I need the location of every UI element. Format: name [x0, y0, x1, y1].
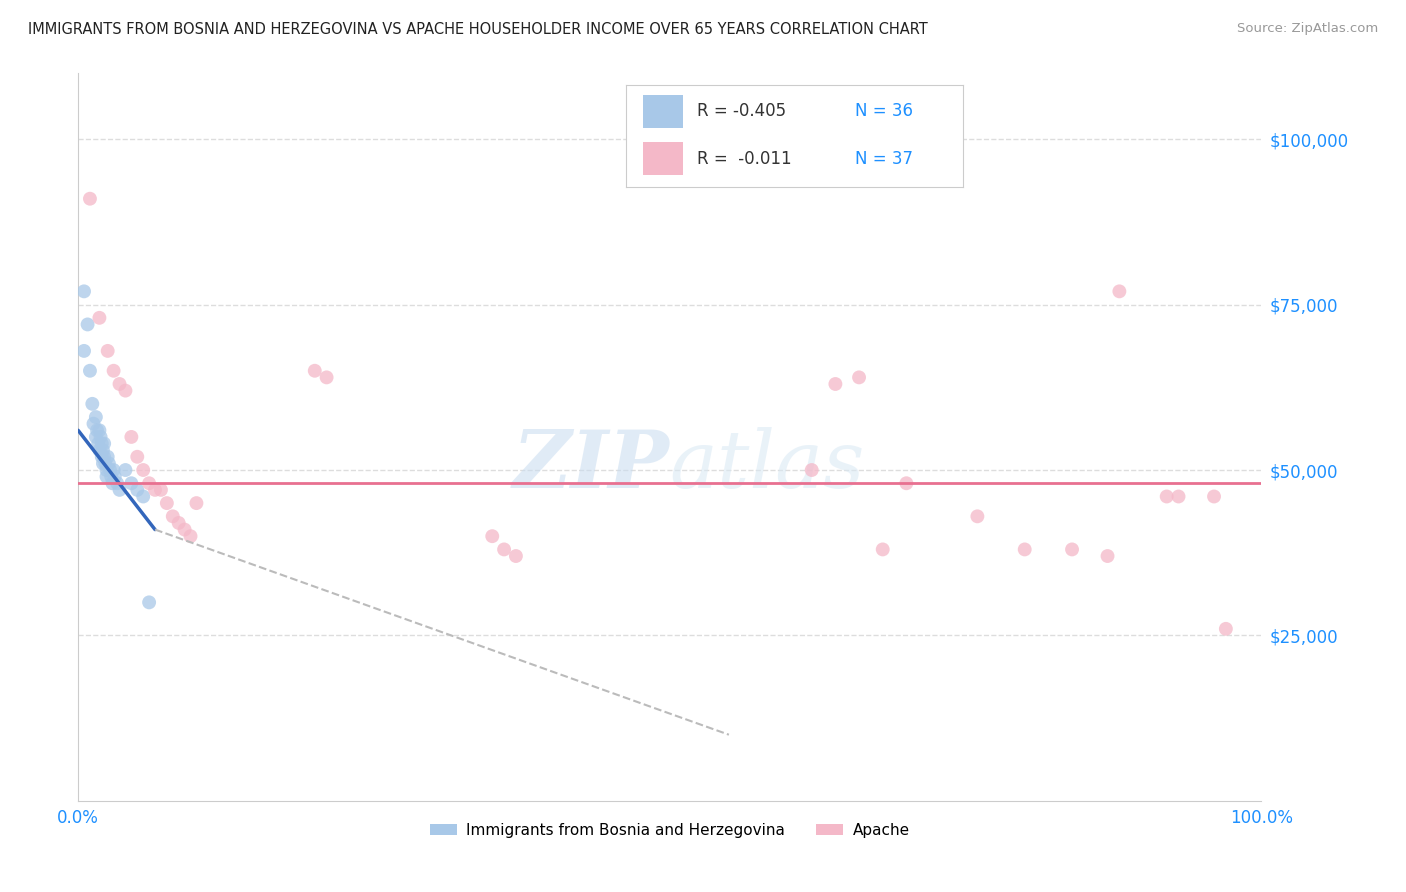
Point	[76, 318, 98, 332]
Text: N = 36: N = 36	[855, 103, 912, 120]
Point	[105, 476, 128, 491]
Point	[97, 450, 120, 464]
Point	[93, 436, 115, 450]
Point	[505, 549, 527, 563]
Point	[872, 542, 894, 557]
Point	[143, 483, 166, 497]
Text: IMMIGRANTS FROM BOSNIA AND HERZEGOVINA VS APACHE HOUSEHOLDER INCOME OVER 65 YEAR: IMMIGRANTS FROM BOSNIA AND HERZEGOVINA V…	[28, 22, 928, 37]
Point	[167, 516, 190, 530]
Point	[1215, 622, 1237, 636]
Point	[79, 192, 101, 206]
Point	[966, 509, 988, 524]
Point	[824, 376, 846, 391]
Point	[90, 430, 112, 444]
Point	[90, 436, 112, 450]
Text: Source: ZipAtlas.com: Source: ZipAtlas.com	[1237, 22, 1378, 36]
Point	[98, 463, 121, 477]
Bar	[643, 95, 683, 128]
Point	[1202, 490, 1225, 504]
Point	[481, 529, 503, 543]
Text: N = 37: N = 37	[855, 150, 912, 168]
Point	[73, 285, 96, 299]
Point	[120, 430, 142, 444]
Point	[97, 457, 120, 471]
Point	[96, 469, 118, 483]
Point	[800, 463, 823, 477]
Point	[138, 476, 160, 491]
Point	[89, 310, 111, 325]
Point	[132, 463, 155, 477]
Point	[90, 450, 112, 464]
Point	[103, 463, 125, 477]
Point	[101, 476, 124, 491]
Point	[156, 496, 179, 510]
Point	[89, 443, 111, 458]
Point	[87, 436, 110, 450]
Point	[108, 483, 131, 497]
Point	[127, 450, 149, 464]
Point	[162, 509, 184, 524]
Point	[315, 370, 337, 384]
Point	[180, 529, 202, 543]
Point	[104, 469, 127, 483]
Point	[127, 483, 149, 497]
Legend: Immigrants from Bosnia and Herzegovina, Apache: Immigrants from Bosnia and Herzegovina, …	[423, 817, 915, 844]
Point	[186, 496, 208, 510]
Point	[173, 523, 195, 537]
Point	[86, 423, 108, 437]
Point	[304, 364, 326, 378]
Point	[91, 443, 114, 458]
Point	[97, 343, 120, 358]
Point	[1167, 490, 1189, 504]
Point	[1108, 285, 1130, 299]
Point	[848, 370, 870, 384]
Point	[84, 410, 107, 425]
Point	[1097, 549, 1119, 563]
Text: R =  -0.011: R = -0.011	[696, 150, 792, 168]
Point	[1014, 542, 1036, 557]
Point	[1060, 542, 1083, 557]
Point	[114, 463, 136, 477]
Point	[120, 476, 142, 491]
Point	[82, 397, 104, 411]
Point	[896, 476, 918, 491]
Bar	[643, 142, 683, 175]
Point	[494, 542, 516, 557]
Point	[108, 376, 131, 391]
Point	[149, 483, 172, 497]
Point	[73, 343, 96, 358]
Point	[100, 469, 122, 483]
Point	[138, 595, 160, 609]
Point	[89, 423, 111, 437]
Point	[132, 490, 155, 504]
Point	[103, 364, 125, 378]
Point	[79, 364, 101, 378]
Text: R = -0.405: R = -0.405	[696, 103, 786, 120]
Text: ZIP: ZIP	[513, 427, 669, 505]
Point	[94, 457, 117, 471]
Point	[1156, 490, 1178, 504]
Point	[83, 417, 105, 431]
Point	[114, 384, 136, 398]
Point	[96, 463, 118, 477]
Point	[84, 430, 107, 444]
Text: atlas: atlas	[669, 427, 865, 505]
Point	[93, 450, 115, 464]
Point	[91, 457, 114, 471]
